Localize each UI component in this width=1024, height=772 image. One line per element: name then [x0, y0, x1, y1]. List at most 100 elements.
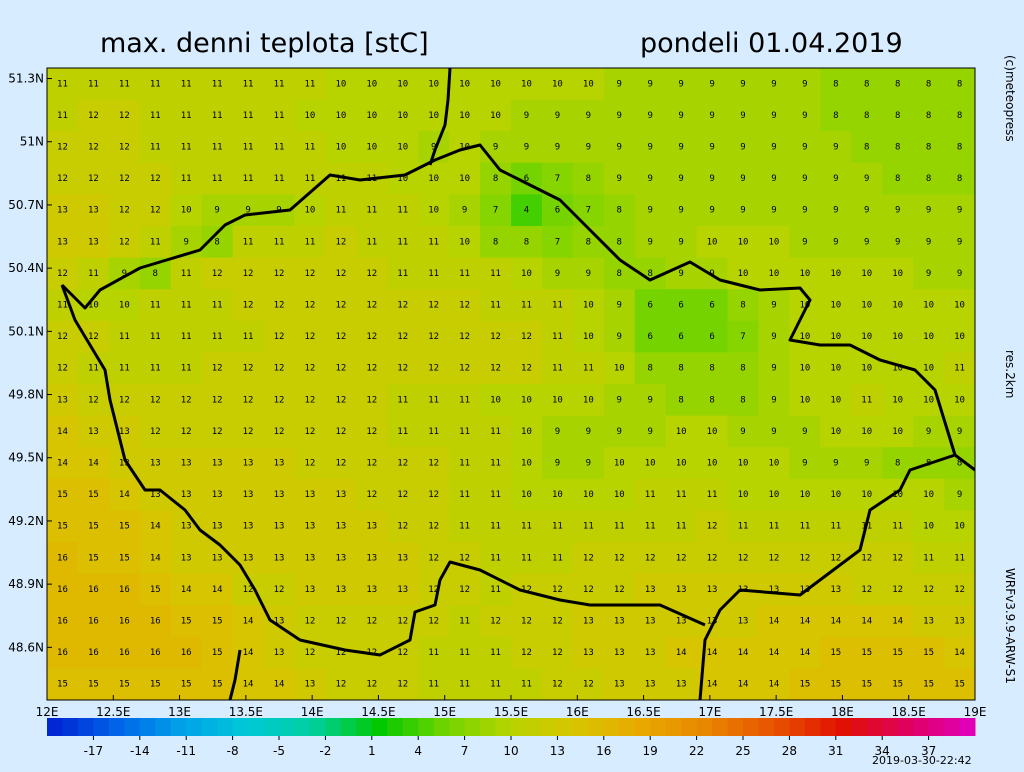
temp-value: 11	[243, 174, 254, 184]
temp-value: 9	[864, 237, 869, 247]
temp-value: 9	[524, 143, 529, 153]
temp-cell	[603, 162, 636, 195]
temp-value: 9	[555, 143, 560, 153]
temp-cell	[108, 289, 141, 322]
temp-cell	[47, 68, 79, 101]
temp-cell	[47, 510, 79, 543]
temp-value: 12	[366, 395, 377, 405]
temp-value: 10	[861, 427, 872, 437]
colorbar-segment	[712, 718, 729, 736]
temp-value: 11	[181, 79, 192, 89]
temp-value: 13	[335, 522, 346, 532]
temp-cell	[820, 194, 852, 227]
temp-cell	[201, 289, 234, 322]
temp-value: 11	[490, 522, 501, 532]
temp-value: 12	[521, 585, 532, 595]
temp-value: 14	[150, 522, 161, 532]
temp-value: 9	[802, 174, 807, 184]
temp-value: 15	[861, 680, 872, 690]
temp-cell	[944, 384, 975, 417]
temp-value: 10	[892, 364, 903, 374]
temp-value: 11	[274, 174, 285, 184]
temp-value: 8	[895, 79, 900, 89]
temp-cell	[511, 226, 543, 259]
temp-cell	[77, 605, 110, 638]
temp-value: 12	[335, 680, 346, 690]
temp-cell	[882, 636, 914, 669]
temp-cell	[541, 510, 574, 543]
temp-value: 11	[305, 174, 316, 184]
temp-value: 12	[459, 364, 470, 374]
temp-cell	[232, 131, 265, 164]
temp-value: 12	[243, 395, 254, 405]
temp-cell	[108, 478, 141, 511]
temp-value: 15	[892, 648, 903, 658]
temp-value: 10	[490, 111, 501, 121]
lat-label: 50.4N	[8, 261, 44, 275]
temp-value: 16	[88, 617, 99, 627]
temp-value: 11	[923, 553, 934, 563]
temp-value: 12	[305, 648, 316, 658]
temp-value: 9	[957, 269, 962, 279]
temp-cell	[480, 162, 512, 195]
temp-value: 10	[799, 301, 810, 311]
temp-value: 13	[645, 585, 656, 595]
temp-value: 11	[397, 395, 408, 405]
temp-cell	[449, 415, 481, 448]
temp-value: 12	[614, 553, 625, 563]
temp-cell	[913, 573, 945, 606]
temp-value: 11	[428, 395, 439, 405]
temp-cell	[913, 668, 945, 700]
temp-value: 12	[459, 553, 470, 563]
temp-value: 15	[861, 648, 872, 658]
colorbar-segment	[866, 718, 883, 736]
temp-value: 11	[119, 79, 130, 89]
colorbar-label: 37	[921, 744, 936, 758]
temp-cell	[139, 668, 172, 700]
temp-value: 12	[88, 111, 99, 121]
temp-value: 11	[490, 269, 501, 279]
temp-value: 11	[428, 237, 439, 247]
temp-value: 14	[892, 617, 903, 627]
temp-value: 16	[181, 648, 192, 658]
temp-value: 9	[524, 111, 529, 121]
temp-cell	[851, 415, 883, 448]
temp-cell	[77, 162, 110, 195]
temp-cell	[727, 352, 759, 385]
temp-cell	[851, 68, 883, 101]
temp-value: 13	[614, 648, 625, 658]
lon-label: 12E	[36, 705, 59, 719]
temp-cell	[356, 447, 388, 480]
temp-value: 10	[954, 301, 965, 311]
temp-value: 8	[740, 364, 745, 374]
temp-value: 10	[181, 206, 192, 216]
temp-value: 12	[88, 332, 99, 342]
temp-value: 11	[150, 143, 161, 153]
country-border	[60, 143, 975, 472]
temp-cell	[356, 131, 388, 164]
temp-cell	[541, 320, 574, 353]
temp-value: 12	[150, 395, 161, 405]
temp-value: 12	[397, 490, 408, 500]
temp-cell	[572, 162, 605, 195]
colorbar-label: -8	[227, 744, 239, 758]
temp-cell	[758, 257, 790, 290]
temp-value: 12	[305, 364, 316, 374]
colorbar-segment	[511, 718, 527, 736]
temp-cell	[758, 352, 790, 385]
temp-value: 10	[397, 111, 408, 121]
temp-value: 9	[555, 111, 560, 121]
temp-value: 10	[799, 269, 810, 279]
temp-cell	[201, 352, 234, 385]
temp-value: 10	[830, 490, 841, 500]
temp-value: 8	[957, 79, 962, 89]
temp-value: 9	[678, 206, 683, 216]
temp-cell	[820, 68, 852, 101]
temp-value: 12	[366, 269, 377, 279]
temp-cell	[201, 257, 234, 290]
temp-value: 9	[802, 427, 807, 437]
temp-value: 11	[552, 332, 563, 342]
temp-value: 10	[583, 79, 594, 89]
temp-value: 14	[243, 617, 254, 627]
temp-cell	[572, 131, 605, 164]
